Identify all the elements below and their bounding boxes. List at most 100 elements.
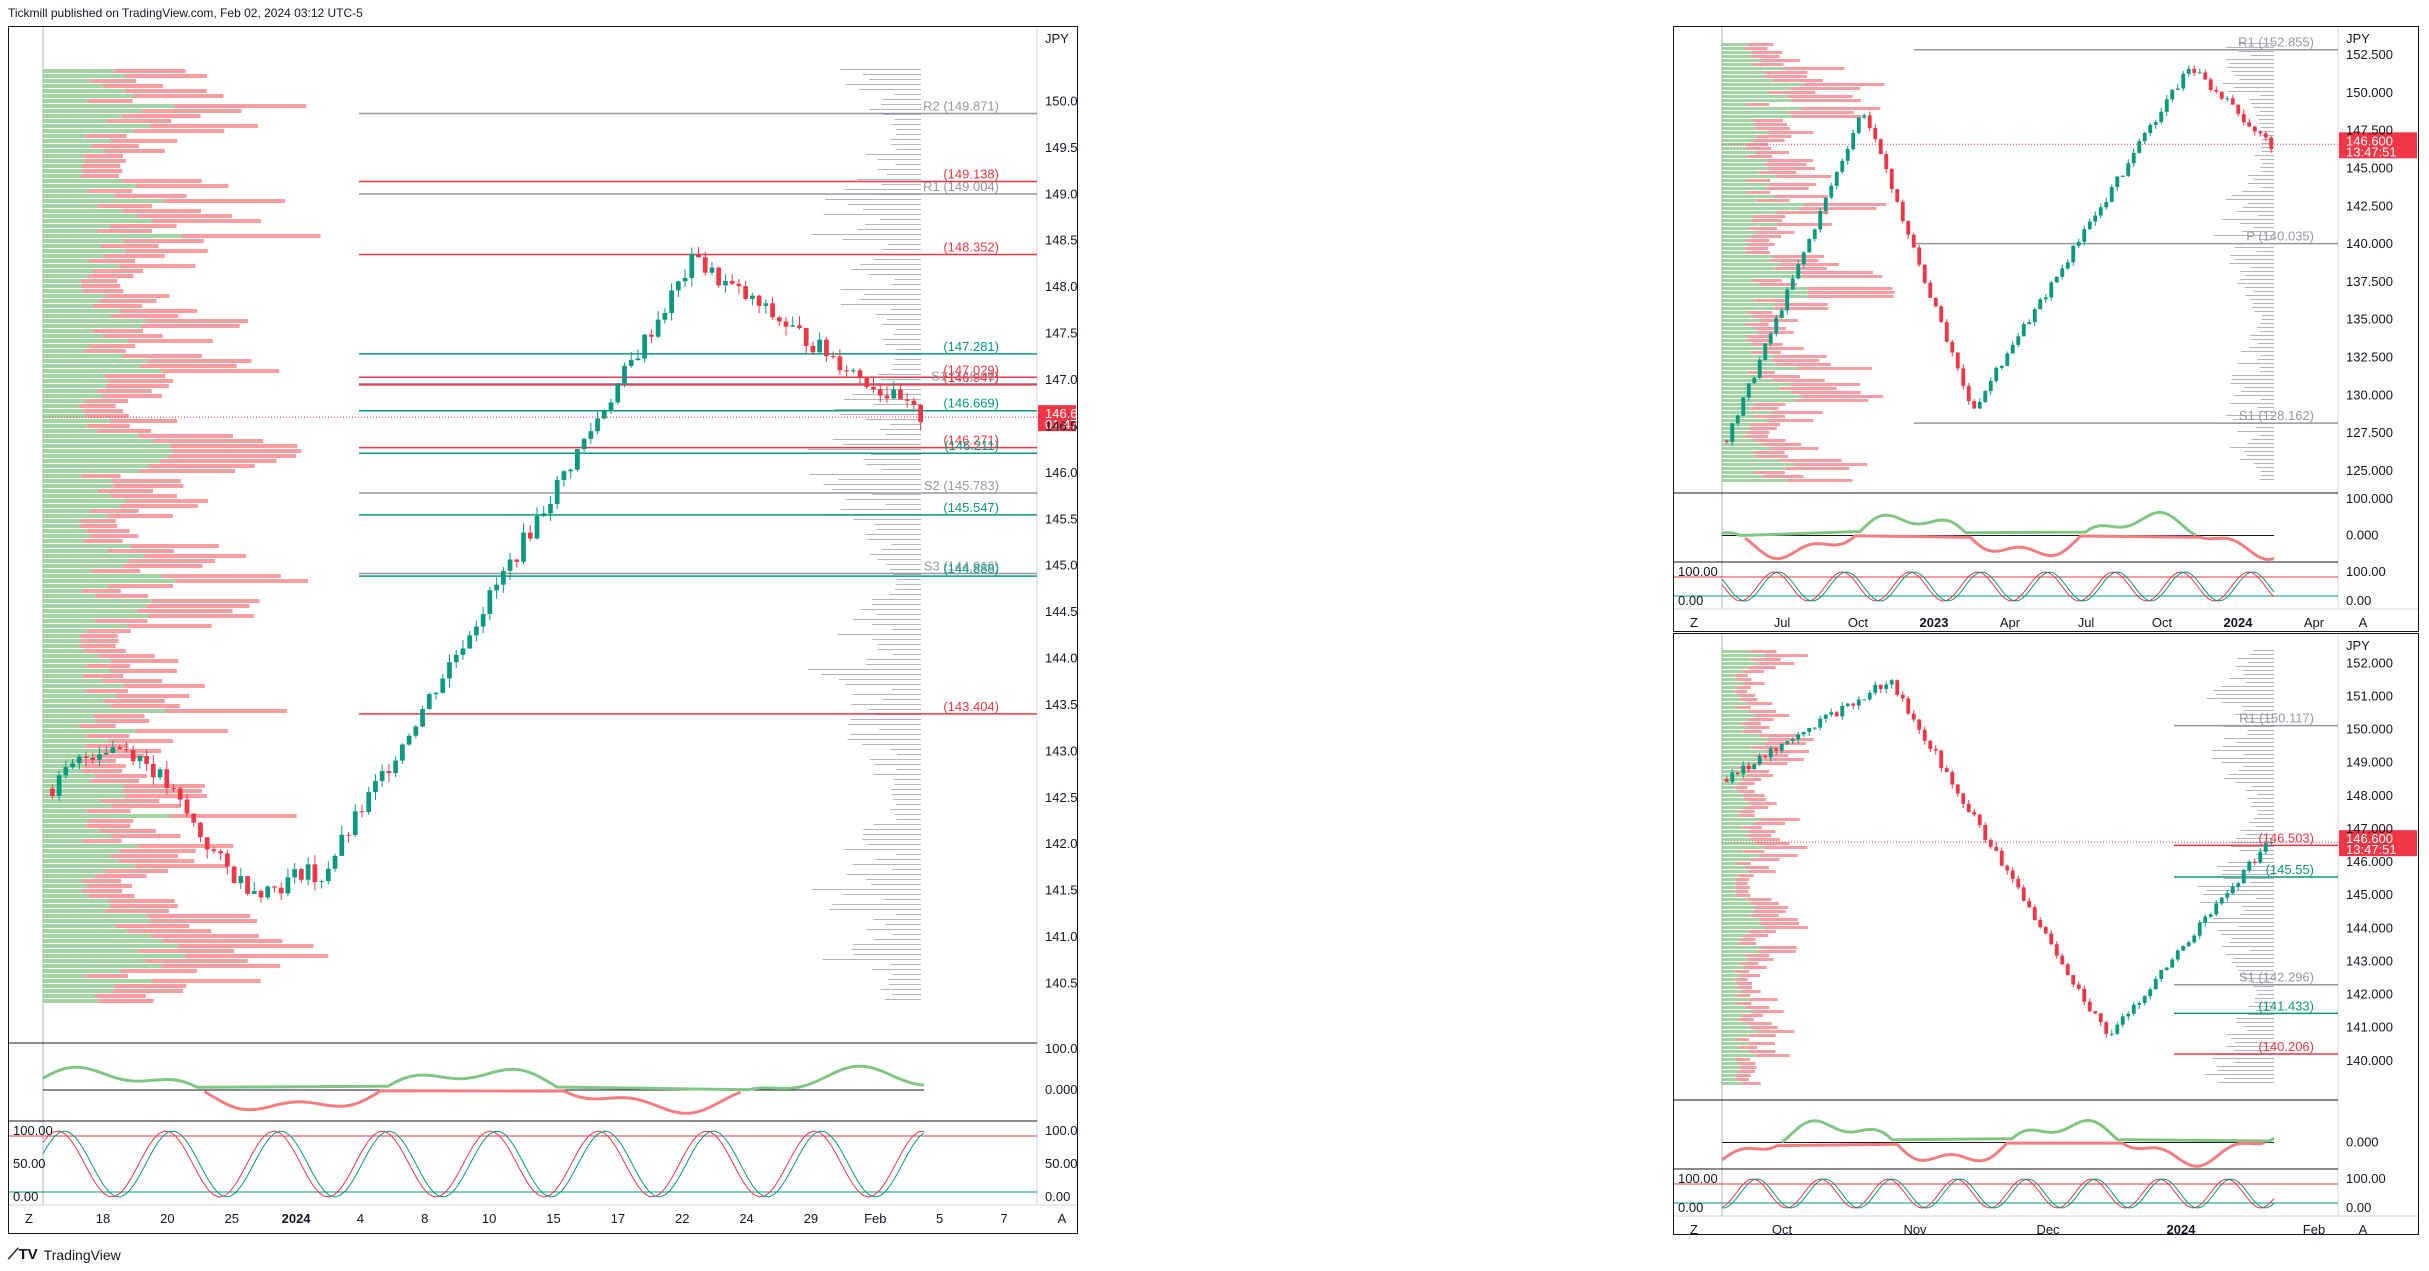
volume-profile-sell-bar: [1754, 299, 1788, 302]
weekly-chart-panel[interactable]: R1 (152.855) P (140.035) S1 (128.162) 146.6…: [1673, 26, 2419, 632]
volume-profile-grey-bar: [862, 839, 921, 840]
volume-profile-buy-bar: [1722, 75, 1765, 78]
level-label: (146.669): [943, 396, 999, 411]
auto-scale-button-label: A: [2359, 1222, 2368, 1234]
volume-profile-sell-bar: [116, 694, 190, 698]
volume-profile-buy-bar: [43, 284, 82, 288]
volume-profile-grey-bar: [877, 169, 921, 170]
volume-profile-buy-bar: [43, 724, 80, 728]
volume-profile-grey-bar: [2244, 275, 2274, 276]
volume-profile-sell-bar: [1752, 315, 1784, 318]
volume-profile-buy-bar: [1722, 758, 1763, 761]
volume-profile-sell-bar: [84, 134, 127, 138]
level-label: R1 (152.855): [2238, 35, 2314, 50]
volume-profile-buy-bar: [1722, 874, 1738, 877]
volume-profile-grey-bar: [2231, 195, 2274, 196]
candle-body: [575, 449, 580, 470]
main-chart-panel[interactable]: R2 (149.871) (149.138) R1 (149.004) (148.35…: [8, 26, 1096, 1234]
volume-profile-buy-bar: [43, 744, 86, 748]
volume-profile-sell-bar: [1760, 375, 1800, 378]
volume-profile-sell-bar: [1772, 79, 1823, 82]
candle-body: [2142, 133, 2147, 142]
volume-profile-buy-bar: [43, 829, 100, 833]
volume-profile-sell-bar: [1767, 419, 1814, 422]
volume-profile-buy-bar: [1722, 215, 1754, 218]
volume-profile-sell-bar: [1762, 475, 1804, 478]
volume-profile-buy-bar: [43, 689, 86, 693]
y-tick-label: 150.000: [2346, 85, 2393, 100]
volume-profile-buy-bar: [1722, 838, 1752, 841]
candle-body: [1774, 748, 1779, 751]
volume-profile-buy-bar: [43, 804, 112, 808]
volume-profile-grey-bar: [866, 929, 921, 930]
volume-profile-sell-bar: [150, 919, 258, 923]
candle-body: [2120, 1016, 2125, 1025]
volume-profile-grey-bar: [865, 419, 921, 420]
volume-profile-buy-bar: [43, 84, 103, 88]
volume-profile-buy-bar: [43, 199, 165, 203]
volume-profile-sell-bar: [1765, 187, 1809, 190]
volume-profile-buy-bar: [1722, 87, 1792, 90]
volume-profile-sell-bar: [1739, 698, 1758, 701]
volume-profile-grey-bar: [876, 314, 921, 315]
volume-profile-buy-bar: [43, 229, 98, 233]
volume-profile-grey-bar: [2261, 139, 2274, 140]
volume-profile-grey-bar: [2260, 159, 2274, 160]
volume-profile-buy-bar: [43, 994, 95, 998]
volume-profile-grey-bar: [2229, 63, 2274, 64]
volume-profile-grey-bar: [896, 129, 921, 130]
candle-body: [150, 763, 156, 778]
volume-profile-buy-bar: [1722, 1042, 1749, 1045]
weekly-chart-svg[interactable]: R1 (152.855)P (140.035)S1 (128.162)146.6…: [1674, 27, 2418, 631]
volume-profile-sell-bar: [1737, 766, 1754, 769]
candle-body: [649, 334, 654, 337]
volume-profile-grey-bar: [2203, 894, 2274, 895]
volume-profile-sell-bar: [1748, 1050, 1776, 1053]
volume-profile-buy-bar: [43, 429, 98, 433]
candle-body: [2032, 309, 2037, 323]
volume-profile-sell-bar: [81, 474, 121, 478]
volume-profile-buy-bar: [1722, 822, 1754, 825]
candle-body: [2192, 68, 2197, 73]
volume-profile-sell-bar: [1752, 343, 1783, 346]
volume-profile-grey-bar: [853, 519, 921, 520]
daily-chart-svg[interactable]: R1 (150.117)(146.503)(145.55)S1 (142.296…: [1674, 634, 2418, 1237]
volume-profile-sell-bar: [1768, 167, 1816, 170]
candle-body: [507, 559, 513, 571]
volume-profile-grey-bar: [876, 614, 921, 615]
volume-profile-grey-bar: [891, 974, 921, 975]
candle-body: [918, 404, 923, 423]
daily-chart-panel[interactable]: R1 (150.117) (146.503) (145.55) S1 (142.296…: [1673, 633, 2419, 1237]
volume-profile-buy-bar: [43, 594, 96, 598]
volume-profile-grey-bar: [881, 184, 921, 185]
candle-body: [2126, 1013, 2131, 1017]
volume-profile-buy-bar: [43, 904, 111, 908]
volume-profile-sell-bar: [111, 804, 181, 808]
main-chart-svg[interactable]: R2 (149.871)(149.138)R1 (149.004)(148.35…: [9, 27, 1096, 1233]
volume-profile-grey-bar: [2261, 355, 2274, 356]
oscillator-positive-line: [1780, 1118, 2275, 1144]
volume-profile-grey-bar: [876, 859, 921, 860]
level-label: (146.271): [943, 433, 999, 448]
volume-profile-grey-bar: [870, 554, 921, 555]
volume-profile-buy-bar: [1722, 211, 1776, 214]
volume-profile-buy-bar: [1722, 818, 1761, 821]
candle-body: [1834, 712, 1839, 717]
volume-profile-grey-bar: [2247, 1030, 2274, 1031]
volume-profile-grey-bar: [2227, 1034, 2274, 1035]
volume-profile-buy-bar: [43, 359, 148, 363]
volume-profile-grey-bar: [879, 429, 921, 430]
volume-profile-sell-bar: [1755, 199, 1790, 202]
candle-body: [1829, 185, 1834, 198]
volume-profile-sell-bar: [1755, 714, 1790, 717]
volume-profile-grey-bar: [2253, 227, 2274, 228]
stochastic-tick-label-left: 0.00: [1678, 593, 1703, 608]
volume-profile-buy-bar: [43, 304, 93, 308]
volume-profile-grey-bar: [2231, 379, 2274, 380]
y-tick-label: 141.000: [2346, 1020, 2393, 1035]
volume-profile-buy-bar: [1722, 738, 1768, 741]
volume-profile-sell-bar: [1767, 131, 1814, 134]
candle-body: [1779, 310, 1784, 318]
volume-profile-buy-bar: [43, 984, 115, 988]
volume-profile-grey-bar: [2238, 970, 2274, 971]
